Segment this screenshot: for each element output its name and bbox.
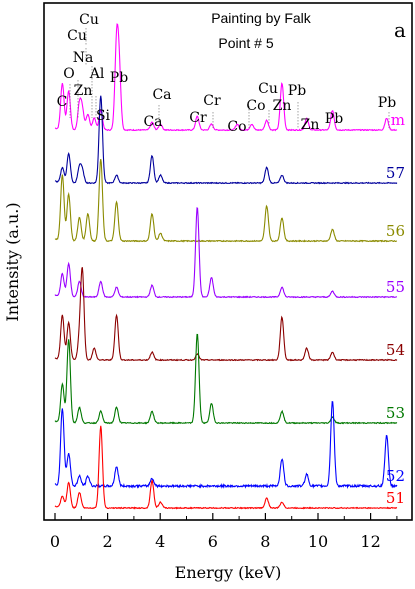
spectrum-m xyxy=(54,23,398,132)
spectrum-52 xyxy=(54,400,398,490)
subtitle-line-2: Point # 5 xyxy=(218,35,273,51)
spectrum-53 xyxy=(54,333,398,425)
x-tick-label: 2 xyxy=(103,532,113,551)
subtitle-line-1: Painting by Falk xyxy=(211,10,312,26)
spectrum-55 xyxy=(54,207,398,299)
element-label-zn: Zn xyxy=(273,98,292,114)
element-label-pb: Pb xyxy=(110,70,128,86)
series-label-57: 57 xyxy=(386,164,405,182)
element-label-cu: Cu xyxy=(79,12,99,28)
element-label-cr: Cr xyxy=(203,93,221,109)
series-layer: m 57 56 55 54 53 52 51 xyxy=(54,23,405,510)
x-axis-label: Energy (keV) xyxy=(175,563,282,582)
series-label-55: 55 xyxy=(386,278,405,296)
element-label-cr: Cr xyxy=(189,110,207,126)
element-label-zn: Zn xyxy=(74,83,93,99)
series-label-m: m xyxy=(391,111,405,129)
series-label-56: 56 xyxy=(386,222,405,240)
spectrum-54 xyxy=(54,267,398,362)
x-tick-label: 4 xyxy=(155,532,165,551)
x-tick-label: 6 xyxy=(208,532,218,551)
element-label-pb: Pb xyxy=(378,95,396,111)
x-tick-label: 10 xyxy=(308,532,328,551)
x-tick-label: 0 xyxy=(50,532,60,551)
spectrum-51 xyxy=(54,425,398,510)
element-label-ca: Ca xyxy=(152,87,171,103)
element-label-cu: Cu xyxy=(258,81,278,97)
x-tick-label: 8 xyxy=(260,532,270,551)
x-axis: 0 2 4 6 8 10 12 xyxy=(50,513,398,551)
series-label-53: 53 xyxy=(386,404,405,422)
series-label-54: 54 xyxy=(386,341,405,359)
spectrum-57 xyxy=(54,95,398,185)
element-label-c: C xyxy=(57,94,68,110)
element-label-co: Co xyxy=(227,119,246,135)
spectrum-56 xyxy=(54,159,398,243)
element-label-si: Si xyxy=(96,108,111,124)
series-label-52: 52 xyxy=(386,467,405,485)
y-axis-label: Intensity (a.u.) xyxy=(3,202,22,321)
element-label-zn: Zn xyxy=(301,117,320,133)
element-label-o: O xyxy=(63,66,74,82)
plot-frame xyxy=(43,2,413,521)
element-label-cu: Cu xyxy=(67,28,87,44)
element-label-ca: Ca xyxy=(143,114,162,130)
element-label-pb: Pb xyxy=(288,83,306,99)
element-label-al: Al xyxy=(89,66,105,82)
series-label-51: 51 xyxy=(386,489,405,507)
element-label-pb: Pb xyxy=(325,111,343,127)
element-label-na: Na xyxy=(73,50,94,66)
x-tick-label: 12 xyxy=(360,532,380,551)
element-label-co: Co xyxy=(246,98,265,114)
panel-label: a xyxy=(394,18,406,42)
